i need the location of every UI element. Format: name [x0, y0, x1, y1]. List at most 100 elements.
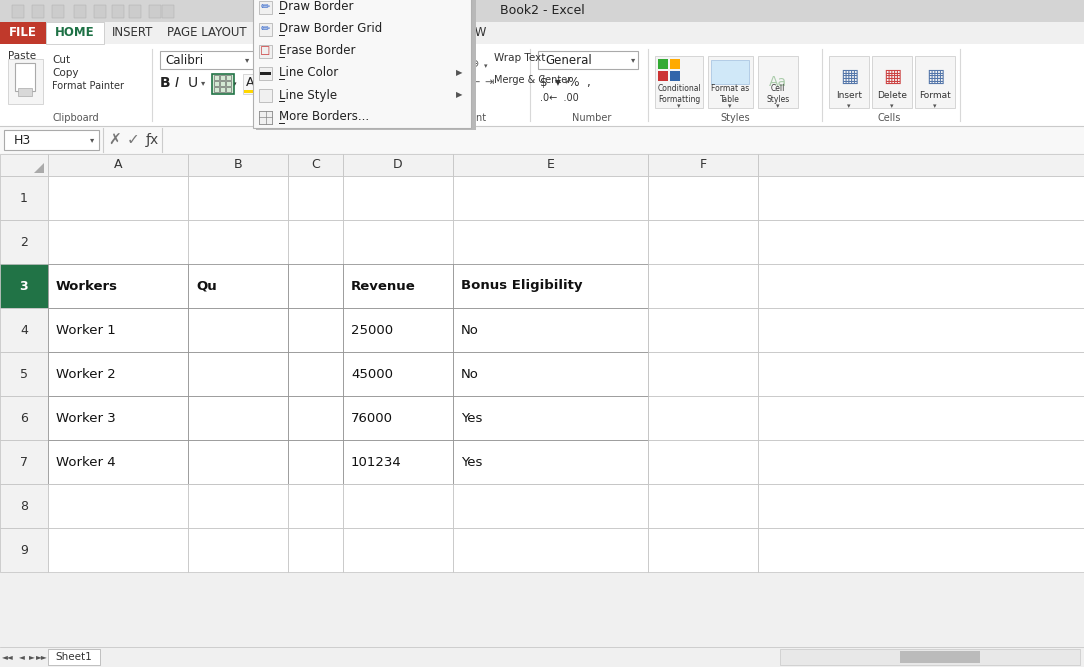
Text: ▾: ▾ [890, 103, 893, 109]
Text: ▾: ▾ [933, 103, 937, 109]
Text: ▾: ▾ [201, 79, 205, 87]
Bar [188, 396, 288, 440]
Text: Cells: Cells [877, 113, 901, 123]
Bar [453, 484, 648, 528]
Bar [708, 56, 753, 108]
Bar [655, 56, 704, 108]
Text: ⇥: ⇥ [483, 77, 493, 87]
Bar [0, 22, 46, 44]
Text: ►: ► [29, 652, 35, 662]
Text: 7: 7 [20, 456, 28, 468]
Bar [52, 5, 64, 18]
Text: Line Style: Line Style [279, 89, 337, 101]
Bar [0, 44, 1084, 126]
Bar [288, 154, 343, 176]
Bar [48, 396, 188, 440]
Text: Insert: Insert [836, 91, 862, 101]
Text: ✏: ✏ [261, 2, 270, 12]
Text: D: D [393, 159, 403, 171]
Bar [343, 352, 453, 396]
Text: 11: 11 [262, 53, 278, 67]
Bar [758, 440, 1084, 484]
Text: Number: Number [572, 113, 611, 123]
Text: ≡: ≡ [405, 59, 413, 69]
Bar [288, 176, 343, 220]
Text: No: No [461, 368, 479, 380]
Bar [453, 308, 648, 352]
Text: Styles: Styles [720, 113, 750, 123]
Text: 25000: 25000 [351, 323, 393, 336]
Bar [225, 75, 231, 80]
Bar [758, 528, 1084, 572]
Text: 2: 2 [21, 235, 28, 249]
Bar [46, 22, 104, 44]
Text: PAGE LAYOUT: PAGE LAYOUT [167, 27, 247, 39]
Bar [648, 528, 758, 572]
Bar [0, 396, 48, 440]
Text: INSERT: INSERT [113, 27, 154, 39]
Bar [758, 484, 1084, 528]
Bar [253, 0, 472, 128]
Text: ⇤: ⇤ [470, 77, 479, 87]
Text: ⊕: ⊕ [470, 59, 479, 69]
Text: B: B [160, 76, 170, 90]
Bar [343, 528, 453, 572]
Bar [48, 649, 100, 665]
Bar [288, 352, 343, 396]
Text: ▾: ▾ [678, 103, 681, 109]
Text: ≡: ≡ [425, 59, 434, 69]
Text: ►►: ►► [36, 652, 48, 662]
Text: ➡: ➡ [444, 77, 453, 87]
Bar [288, 484, 343, 528]
Text: ▾: ▾ [90, 135, 94, 145]
Text: ▾: ▾ [483, 63, 488, 69]
Text: Calibri: Calibri [165, 53, 203, 67]
Text: ▾: ▾ [257, 81, 260, 87]
Bar [33, 5, 44, 18]
Text: ▾: ▾ [776, 103, 779, 109]
Bar [758, 352, 1084, 396]
Bar [829, 56, 869, 108]
Text: Cell
Styles: Cell Styles [766, 84, 789, 103]
Bar [288, 220, 343, 264]
Bar [648, 352, 758, 396]
Bar [648, 308, 758, 352]
Bar [872, 56, 912, 108]
Bar [0, 0, 1084, 22]
Bar [188, 484, 288, 528]
Text: ▦: ▦ [926, 67, 944, 85]
Bar [162, 5, 175, 18]
Bar [758, 154, 1084, 176]
Bar [0, 528, 48, 572]
Text: 8: 8 [20, 500, 28, 512]
Bar [129, 5, 141, 18]
Text: ✗: ✗ [108, 133, 121, 147]
Bar [112, 5, 124, 18]
Text: I: I [175, 76, 179, 90]
Bar [188, 308, 288, 352]
Bar [401, 75, 418, 89]
Bar [188, 440, 288, 484]
Text: B: B [234, 159, 243, 171]
Bar [18, 88, 33, 96]
Bar [441, 75, 459, 89]
Text: Worker 4: Worker 4 [56, 456, 116, 468]
Text: C: C [311, 159, 320, 171]
Text: Draw Border: Draw Border [279, 1, 353, 13]
Polygon shape [34, 163, 44, 173]
Text: Erase Border: Erase Border [279, 45, 356, 57]
Bar [188, 264, 288, 308]
Text: Yes: Yes [461, 412, 482, 424]
Bar [0, 440, 48, 484]
Bar [220, 75, 225, 80]
Text: .0←  .00: .0← .00 [540, 93, 579, 103]
Bar [288, 396, 343, 440]
Text: Book2 - Excel: Book2 - Excel [500, 5, 584, 17]
Bar [258, 51, 293, 69]
Bar [0, 352, 48, 396]
Text: No: No [461, 323, 479, 336]
Text: Conditional
Formatting: Conditional Formatting [657, 84, 701, 103]
Text: 101234: 101234 [351, 456, 402, 468]
Text: Sheet1: Sheet1 [55, 652, 92, 662]
Text: ▲: ▲ [308, 53, 313, 59]
